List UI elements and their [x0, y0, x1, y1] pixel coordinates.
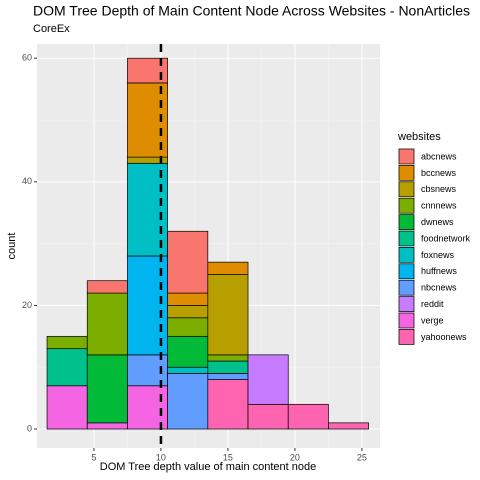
bar-segment — [167, 230, 209, 294]
chart-subtitle: CoreEx — [33, 23, 70, 35]
legend-swatch — [398, 263, 415, 280]
y-tick-label: 60 — [22, 53, 32, 63]
legend-swatch — [398, 230, 415, 247]
legend-label: yahoonews — [421, 332, 467, 342]
legend-label: huffnews — [421, 266, 457, 276]
chart-title: DOM Tree Depth of Main Content Node Acro… — [33, 3, 470, 19]
legend-swatch — [398, 214, 415, 230]
legend-label: bccnews — [421, 168, 457, 178]
x-tick-label: 25 — [357, 452, 367, 462]
bar-segment — [167, 292, 209, 306]
bar-segment — [46, 348, 88, 387]
bar-segment — [86, 422, 128, 430]
bar-segment — [247, 403, 289, 430]
bar-segment — [86, 280, 128, 294]
bar-segment — [167, 366, 209, 374]
legend-label: cnnnews — [421, 201, 457, 211]
legend-label: verge — [421, 315, 444, 325]
bar-segment — [207, 274, 249, 356]
legend-swatch — [398, 247, 415, 263]
bar-segment — [46, 385, 88, 430]
x-tick-label: 10 — [156, 452, 166, 462]
legend-swatch — [398, 148, 415, 165]
bar-segment — [167, 335, 209, 368]
x-tick-label: 15 — [223, 452, 233, 462]
legend-swatch — [398, 165, 415, 181]
bar-segment — [207, 373, 249, 380]
bar-segment — [46, 335, 88, 350]
legend-swatch — [398, 312, 415, 329]
x-axis-label: DOM Tree depth value of main content nod… — [100, 461, 316, 473]
bar-segment — [207, 354, 249, 362]
legend-label: nbcnews — [421, 283, 457, 293]
legend-swatch — [398, 279, 415, 296]
bar-segment — [207, 261, 249, 275]
bar-segment — [328, 422, 369, 430]
legend-label: abcnews — [421, 151, 457, 161]
y-tick-label: 40 — [22, 176, 32, 186]
legend-swatch — [398, 329, 415, 345]
bar-segment — [247, 354, 289, 405]
y-tick-label: 0 — [27, 423, 32, 433]
y-tick-label: 20 — [22, 300, 32, 310]
legend-label: dwnews — [421, 217, 454, 227]
bar-segment — [207, 379, 249, 430]
bar-segment — [287, 403, 329, 430]
bar-segment — [86, 354, 128, 424]
bar-segment — [167, 373, 209, 430]
bar-segment — [127, 385, 168, 430]
x-tick-label: 5 — [91, 452, 96, 462]
legend-swatch — [398, 197, 415, 214]
legend-label: reddit — [421, 299, 444, 309]
legend-title: websites — [397, 131, 441, 143]
bar-segment — [167, 317, 209, 337]
x-tick-label: 20 — [290, 452, 300, 462]
bar-segment — [207, 360, 249, 374]
bar-segment — [86, 292, 128, 356]
y-axis-label: count — [6, 233, 18, 260]
legend-swatch — [398, 296, 415, 312]
legend-label: foxnews — [421, 250, 455, 260]
legend-label: cbsnews — [421, 184, 457, 194]
bar-segment — [167, 305, 209, 319]
legend-label: foodnetwork — [421, 233, 471, 243]
legend-swatch — [398, 181, 415, 198]
